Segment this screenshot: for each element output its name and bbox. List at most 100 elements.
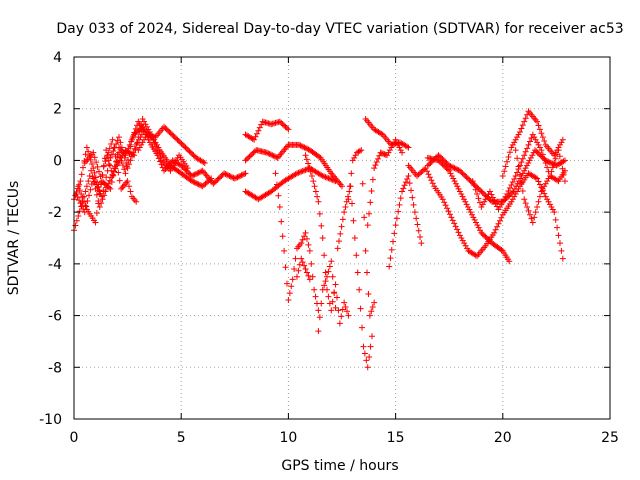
data-point	[538, 188, 545, 195]
data-point	[291, 266, 298, 273]
series-sat-20	[469, 131, 568, 213]
data-point	[366, 312, 373, 319]
data-point	[175, 138, 182, 145]
data-point	[226, 172, 233, 179]
data-point	[136, 126, 143, 133]
data-point	[351, 235, 358, 241]
data-point	[130, 149, 137, 156]
data-point	[488, 191, 495, 198]
data-point	[322, 269, 329, 276]
data-point	[416, 170, 423, 177]
x-tick-label: 25	[601, 430, 619, 446]
data-point	[435, 157, 442, 164]
data-point	[75, 213, 82, 220]
data-point	[396, 144, 403, 151]
data-point	[523, 162, 530, 169]
data-point	[321, 252, 328, 259]
data-point	[528, 135, 535, 142]
data-point	[282, 123, 289, 130]
data-point	[186, 148, 193, 155]
data-point	[366, 353, 373, 360]
data-point	[84, 197, 91, 204]
data-point	[306, 247, 313, 254]
data-point	[189, 150, 196, 157]
data-point	[458, 235, 465, 241]
data-point	[247, 152, 254, 159]
data-point	[349, 157, 356, 164]
data-point	[466, 206, 473, 213]
data-point	[279, 121, 286, 128]
data-point	[504, 191, 511, 198]
data-point	[359, 180, 366, 187]
data-point	[350, 217, 357, 224]
data-point	[251, 148, 258, 155]
data-point	[425, 171, 432, 178]
data-point	[221, 170, 228, 177]
data-point	[496, 203, 503, 210]
data-point	[508, 144, 515, 151]
data-point	[555, 232, 562, 239]
data-point	[188, 178, 195, 185]
data-point	[315, 307, 322, 314]
data-point	[138, 131, 145, 138]
data-point	[486, 237, 493, 244]
data-point	[463, 174, 470, 181]
data-point	[532, 209, 539, 216]
data-point	[141, 118, 148, 125]
data-point	[486, 188, 493, 195]
data-point	[428, 177, 435, 184]
data-point	[462, 198, 469, 205]
data-point	[356, 286, 363, 293]
x-axis-label: GPS time / hours	[281, 458, 398, 474]
data-point	[345, 196, 352, 203]
data-point	[123, 148, 130, 155]
data-point	[431, 156, 438, 163]
data-point	[101, 180, 108, 187]
data-point	[435, 152, 442, 159]
data-point	[329, 176, 336, 183]
data-point	[129, 135, 136, 142]
data-point	[539, 134, 546, 141]
data-point	[187, 149, 194, 156]
data-point	[307, 168, 314, 175]
data-point	[337, 230, 344, 237]
data-point	[534, 139, 541, 146]
data-point	[414, 221, 421, 228]
data-point	[546, 172, 553, 179]
data-point	[332, 281, 339, 288]
data-point	[331, 177, 338, 184]
y-tick-label: -8	[48, 360, 62, 376]
data-point	[560, 171, 567, 178]
data-point	[445, 208, 452, 215]
data-point	[442, 158, 449, 165]
data-point	[369, 333, 376, 340]
data-point	[516, 171, 523, 178]
data-point	[331, 289, 338, 296]
data-point	[508, 181, 515, 188]
data-point	[511, 185, 518, 192]
data-point	[418, 240, 425, 247]
data-point	[402, 179, 409, 186]
data-point	[358, 147, 365, 154]
data-point	[107, 154, 114, 161]
data-point	[250, 149, 257, 156]
data-point	[535, 122, 542, 129]
data-point	[93, 181, 100, 188]
data-point	[499, 172, 506, 179]
data-point	[531, 214, 538, 221]
x-tick-label: 5	[177, 430, 186, 446]
data-point	[183, 145, 190, 152]
data-point	[395, 208, 402, 215]
data-point	[90, 175, 97, 182]
data-point	[498, 214, 505, 221]
data-point	[206, 176, 213, 183]
data-point	[179, 141, 186, 148]
series-sat-21	[499, 108, 566, 179]
data-point	[495, 206, 502, 213]
data-point	[444, 205, 451, 212]
data-point	[427, 160, 434, 167]
data-point	[162, 125, 169, 132]
data-point	[549, 164, 556, 171]
data-point	[335, 307, 342, 314]
data-point	[473, 219, 479, 226]
